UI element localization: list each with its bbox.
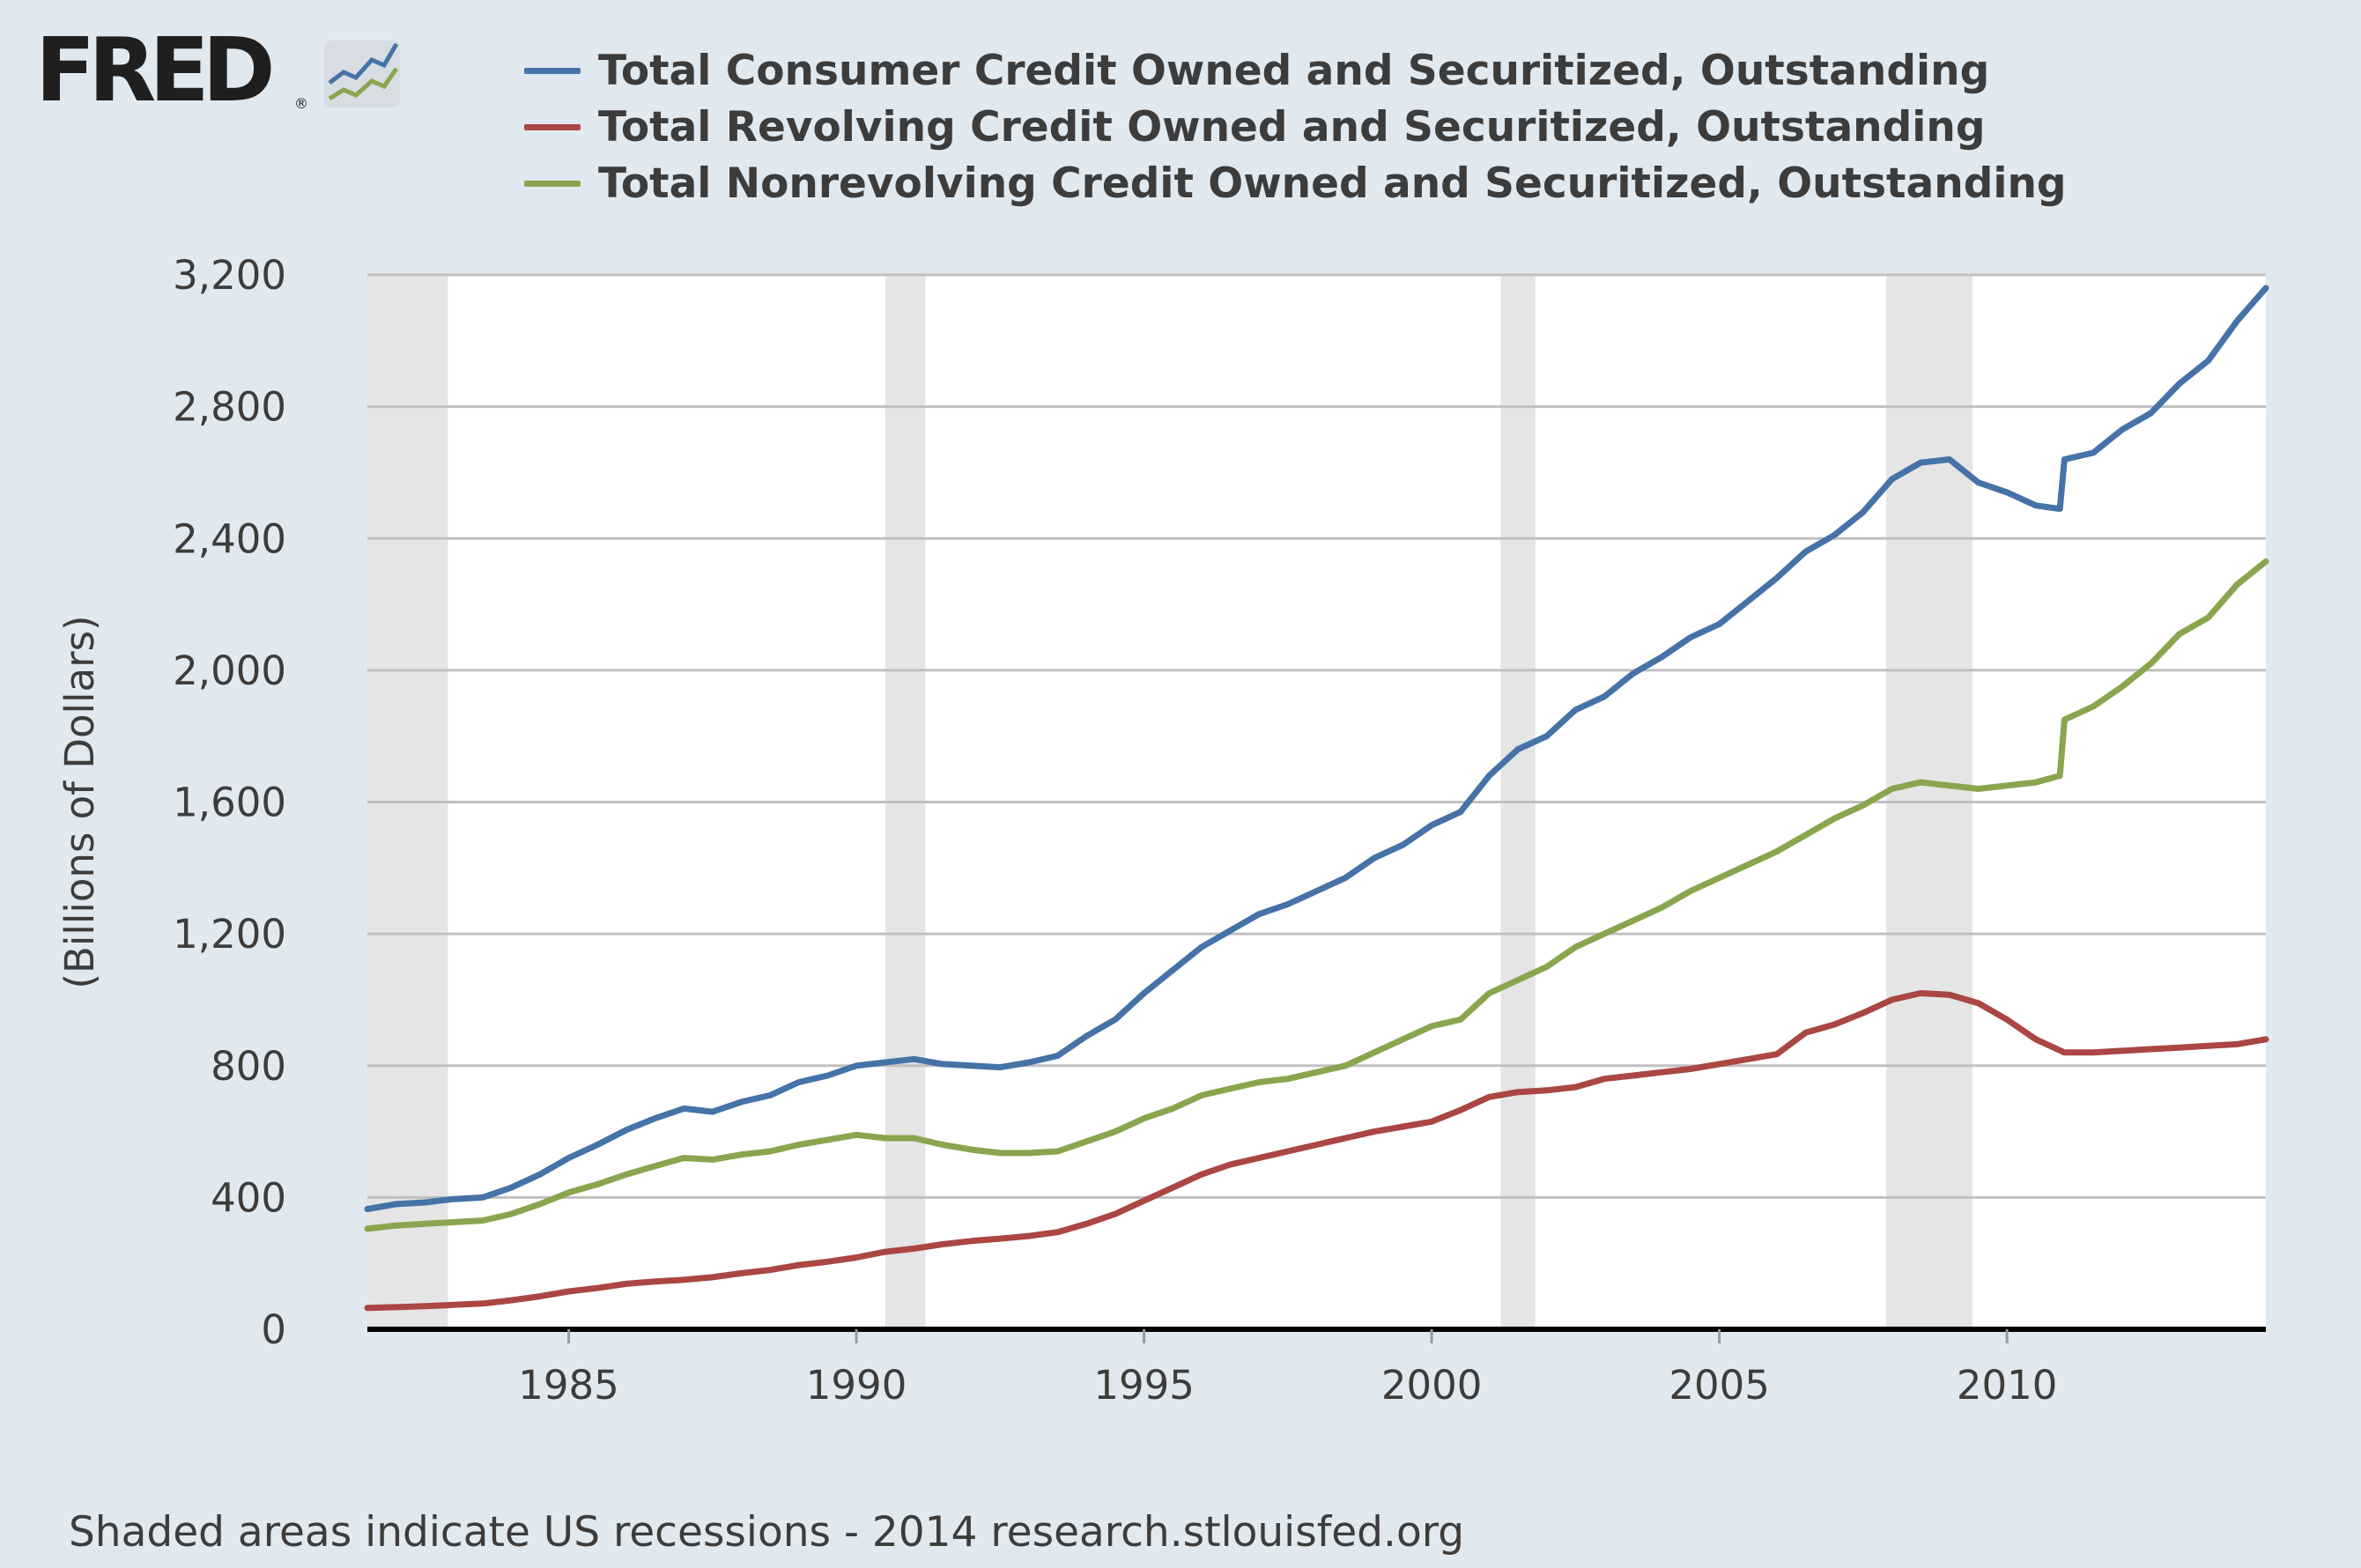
x-tick-label: 2000 [1381, 1362, 1483, 1409]
legend-label: Total Nonrevolving Credit Owned and Secu… [598, 159, 2067, 208]
legend-label: Total Consumer Credit Owned and Securiti… [598, 46, 1990, 95]
registered-mark: ® [294, 95, 308, 112]
series-line [364, 558, 2269, 1232]
legend-item: Total Consumer Credit Owned and Securiti… [524, 42, 2067, 99]
fred-logo-text: FRED [35, 18, 276, 122]
chart-legend: Total Consumer Credit Owned and Securiti… [524, 42, 2067, 211]
y-tick-label: 2,000 [173, 647, 286, 694]
y-tick-label: 2,400 [173, 515, 286, 562]
x-tick-label: 1995 [1093, 1362, 1195, 1409]
y-tick-label: 1,600 [173, 780, 286, 826]
x-tick-label: 2005 [1669, 1362, 1770, 1409]
series-line [364, 990, 2269, 1312]
x-tick-label: 1990 [806, 1362, 907, 1409]
legend-swatch [524, 123, 581, 130]
legend-swatch [524, 180, 581, 187]
recession-footnote: Shaded areas indicate US recessions - 20… [68, 1508, 1465, 1557]
y-axis-label: (Billions of Dollars) [56, 615, 103, 988]
y-tick-label: 1,200 [173, 911, 286, 958]
x-tick-label: 1985 [518, 1362, 619, 1409]
x-tick-label: 2010 [1957, 1362, 2058, 1409]
legend-swatch [524, 67, 581, 74]
y-tick-label: 400 [211, 1174, 286, 1221]
legend-label: Total Revolving Credit Owned and Securit… [598, 102, 1986, 152]
y-tick-label: 3,200 [173, 252, 286, 299]
y-tick-label: 800 [211, 1043, 286, 1090]
y-tick-label: 2,800 [173, 384, 286, 431]
fred-logo: FRED ® [35, 26, 414, 122]
y-tick-label: 0 [261, 1306, 286, 1353]
fred-chart-icon [324, 41, 400, 107]
legend-item: Total Revolving Credit Owned and Securit… [524, 99, 2067, 155]
legend-item: Total Nonrevolving Credit Owned and Secu… [524, 155, 2067, 211]
series-line [364, 285, 2269, 1212]
